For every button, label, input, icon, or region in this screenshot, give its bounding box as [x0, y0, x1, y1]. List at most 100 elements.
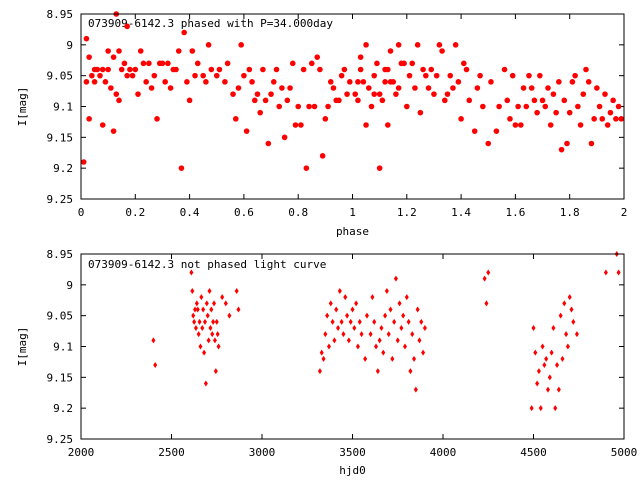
phased-data-point [480, 103, 486, 110]
unphased-data-point [419, 318, 424, 325]
phased-data-point [355, 97, 361, 104]
phased-data-point [336, 97, 342, 104]
unphased-data-point [484, 300, 489, 307]
phased-data-point [208, 66, 215, 73]
unphased-data-point [388, 306, 393, 313]
phased-x-tick-label: 0.2 [125, 206, 145, 219]
phased-data-point [509, 72, 516, 79]
phased-data-point [384, 122, 391, 128]
unphased-data-point [223, 300, 228, 307]
unphased-data-point [404, 294, 409, 301]
unphased-data-point [345, 312, 350, 319]
phased-data-point [566, 109, 573, 116]
phased-data-point [159, 60, 166, 67]
unphased-data-point [334, 306, 339, 313]
unphased-data-point [359, 331, 364, 338]
unphased-data-point [196, 331, 201, 338]
phased-data-point [118, 66, 125, 73]
unphased-data-point [357, 318, 362, 325]
phased-data-point [276, 103, 282, 110]
unphased-data-point [417, 337, 422, 344]
phased-data-point [186, 97, 193, 104]
phased-x-tick-label: 0.8 [288, 206, 308, 219]
unphased-data-point [203, 380, 208, 387]
unphased-data-point [195, 306, 200, 313]
unphased-data-point [392, 318, 397, 325]
unphased-data-point [386, 331, 391, 338]
phased-x-tick-label: 0 [78, 206, 85, 219]
phased-data-point [442, 97, 448, 104]
unphased-data-point [207, 288, 212, 294]
phased-data-point [588, 140, 595, 147]
phased-data-point [113, 91, 120, 97]
phased-data-point [425, 85, 432, 91]
phased-plot-title: 073909-6142.3 phased with P=34.000day [88, 17, 333, 30]
phased-data-point [618, 116, 625, 122]
phased-data-point [474, 85, 481, 91]
phased-data-point [355, 79, 361, 85]
unphased-data-point [540, 343, 545, 350]
phased-data-point [363, 42, 369, 48]
phased-data-point [279, 85, 285, 91]
unphased-y-tick-label: 9.25 [47, 433, 74, 446]
unphased-data-point [204, 300, 209, 307]
phased-data-point [129, 72, 136, 79]
unphased-data-point [194, 300, 199, 307]
unphased-y-axis-label: I[mag] [16, 327, 29, 367]
phased-y-tick-label: 9.1 [53, 101, 73, 114]
phased-data-point [322, 116, 329, 122]
unphased-data-point [384, 288, 389, 294]
unphased-data-point [536, 368, 541, 375]
phased-y-tick-label: 9.05 [47, 70, 74, 83]
phased-data-point [447, 72, 454, 79]
phased-data-point [338, 72, 345, 79]
phased-data-point [273, 66, 280, 73]
unphased-data-point [393, 275, 398, 282]
phased-data-point [596, 103, 603, 110]
phased-data-point [406, 72, 413, 79]
phased-data-point [404, 103, 410, 110]
phased-data-point [376, 165, 383, 171]
phased-data-point [363, 122, 369, 128]
unphased-data-point [560, 355, 565, 362]
phased-data-point [330, 85, 337, 91]
phased-data-point [580, 91, 587, 97]
phased-y-axis-label: I[mag] [16, 87, 29, 127]
unphased-x-tick-label: 3500 [339, 446, 366, 459]
unphased-ticks: 2000 2500 3000 3500 4000 4500 5000 8.95 9 9.05 9.1… [47, 248, 638, 459]
unphased-data-point [354, 300, 359, 307]
unphased-data-point [562, 300, 567, 307]
phased-data-point [417, 109, 424, 116]
phased-data-point [306, 103, 312, 110]
phased-data-point [105, 66, 111, 73]
phased-data-point [594, 85, 600, 91]
phased-data-point [613, 116, 619, 122]
phased-data-point [365, 85, 372, 91]
phased-data-point [561, 97, 568, 104]
phased-data-point [390, 79, 397, 85]
unphased-data-point [397, 300, 402, 307]
phased-data-point [615, 103, 622, 110]
unphased-data-point [402, 343, 407, 350]
phased-data-point [604, 122, 611, 128]
unphased-data-point [375, 368, 380, 375]
unphased-data-point [193, 306, 198, 313]
unphased-plot-frame [80, 253, 625, 440]
unphased-data-point [346, 337, 351, 344]
phased-data-point [127, 66, 133, 73]
phased-data-point [564, 140, 570, 147]
unphased-data-point [372, 318, 377, 325]
unphased-light-curve-panel: 073909-6142.3 not phased light curve hjd… [16, 248, 637, 477]
phased-data-point [257, 109, 263, 116]
phased-data-point [86, 54, 92, 60]
phased-data-point [317, 66, 323, 73]
phased-data-point [121, 60, 128, 67]
phased-x-tick-label: 2 [621, 206, 628, 219]
unphased-data-point [547, 374, 552, 381]
unphased-data-point [211, 318, 216, 325]
unphased-data-point [319, 349, 324, 356]
phased-data-point [254, 91, 261, 97]
phased-data-point [414, 42, 421, 48]
unphased-data-point [412, 355, 417, 362]
phased-data-point [439, 48, 445, 54]
